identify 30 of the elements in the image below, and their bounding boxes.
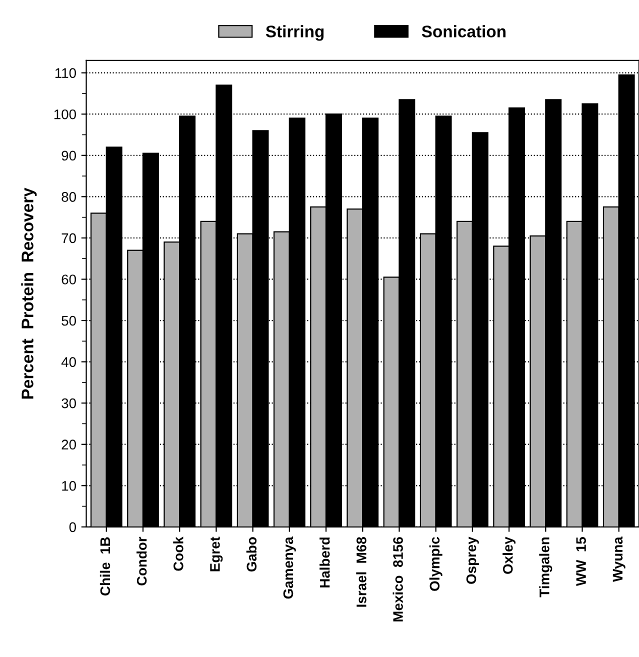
y-tick-label: 110: [55, 68, 76, 78]
x-tick-label: Israel M68: [356, 537, 366, 607]
y-axis-title: Percent Protein Recovery: [21, 188, 37, 399]
y-tick-label: 90: [62, 150, 76, 161]
y-tick-label: 60: [62, 274, 76, 284]
x-tick-label: Timgalen: [539, 537, 552, 598]
x-tick-label: Condor: [136, 536, 147, 586]
x-tick-label: Halberd: [320, 538, 330, 588]
y-tick-label: 0: [69, 522, 76, 532]
x-tick-label: Oxley: [502, 536, 516, 574]
x-tick-label: Wyuna: [612, 536, 626, 582]
x-tick-label: Egret: [210, 536, 223, 572]
y-tick-label: 10: [62, 480, 76, 491]
y-tick-label: 100: [54, 109, 76, 120]
y-tick-label: 50: [62, 316, 76, 326]
legend-label: Stirring: [266, 25, 324, 41]
x-tick-label: Chile 1B: [100, 537, 110, 596]
legend-label: Sonication: [422, 25, 506, 38]
y-tick-label: 70: [62, 233, 76, 244]
x-tick-label: Gamenya: [283, 536, 296, 599]
x-tick-label: Cook: [173, 536, 184, 571]
x-tick-label: Osprey: [466, 536, 479, 584]
x-tick-label: Gabo: [246, 537, 257, 572]
y-tick-label: 40: [61, 357, 76, 367]
y-tick-label: 30: [62, 398, 76, 408]
x-tick-label: WW 15: [576, 537, 586, 586]
y-tick-label: 20: [62, 440, 76, 450]
x-tick-label: Mexico 8156: [392, 537, 403, 622]
y-tick-label: 80: [62, 192, 76, 202]
x-tick-label: Olympic: [429, 537, 442, 591]
